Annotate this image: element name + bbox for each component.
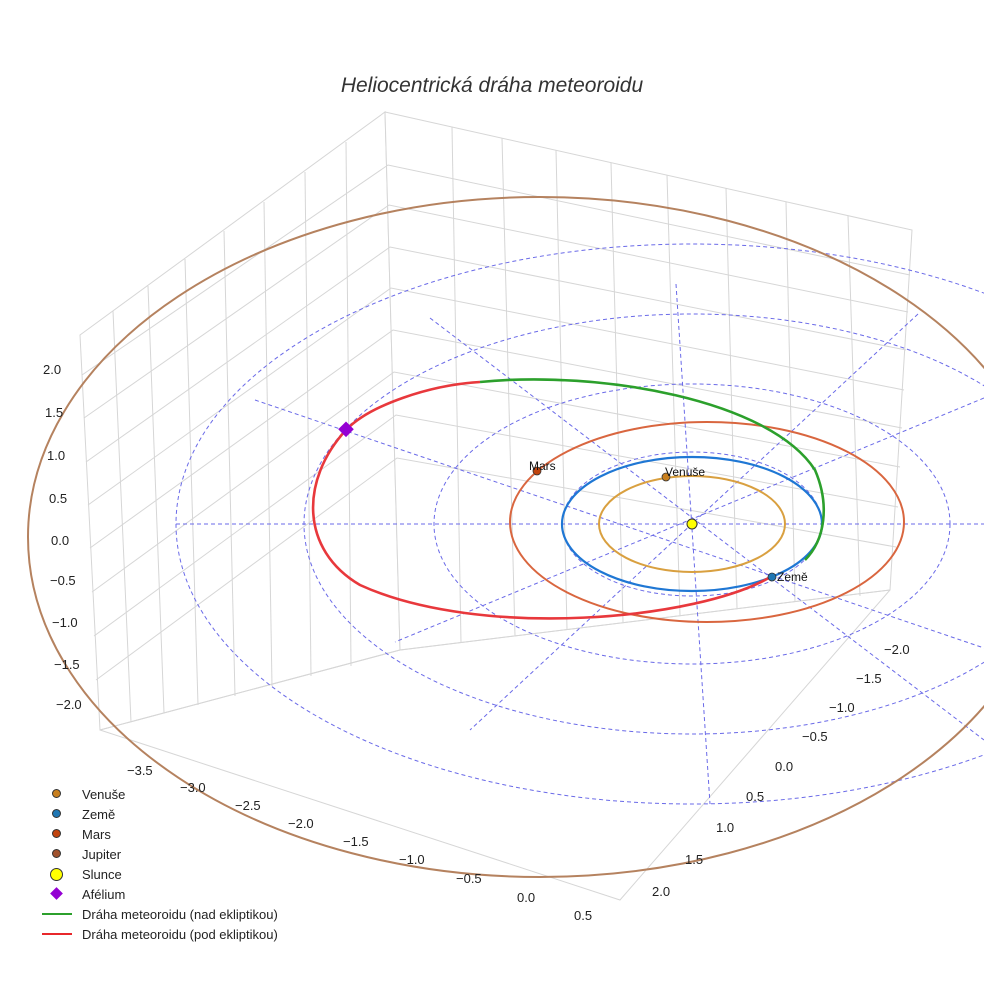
y-tick: 2.0 xyxy=(652,884,671,899)
x-tick: −1.5 xyxy=(343,834,369,849)
legend-item-venus: Venuše xyxy=(42,784,278,804)
sun-marker xyxy=(686,518,698,530)
x-tick: 0.0 xyxy=(517,890,536,905)
legend-label: Mars xyxy=(82,826,111,842)
y-tick: −1.5 xyxy=(856,671,882,686)
y-tick: 0.0 xyxy=(775,759,794,774)
dot-icon xyxy=(52,789,61,798)
x-tick: −2.0 xyxy=(288,816,314,831)
chart-title: Heliocentrická dráha meteoroidu xyxy=(340,74,644,97)
legend-label: Venuše xyxy=(82,786,126,802)
dot-icon xyxy=(52,849,61,858)
z-tick: −1.0 xyxy=(52,615,78,630)
meteoroid-orbit-below xyxy=(311,380,773,620)
x-tick: −1.0 xyxy=(399,852,425,867)
y-tick: −2.0 xyxy=(884,642,910,657)
aphelion-marker xyxy=(338,421,354,438)
mars-label: Mars xyxy=(529,459,556,473)
z-tick: −2.0 xyxy=(56,697,82,712)
legend-label: Afélium xyxy=(82,886,126,902)
legend: Venuše Země Mars Jupiter Slunce Afélium … xyxy=(42,784,278,944)
legend-item-earth: Země xyxy=(42,804,278,824)
z-tick: 2.0 xyxy=(43,362,62,377)
legend-item-aphelion: Afélium xyxy=(42,884,278,904)
legend-item-mars: Mars xyxy=(42,824,278,844)
z-tick: −1.5 xyxy=(54,657,80,672)
venus-orbit xyxy=(598,475,786,573)
y-tick: 0.5 xyxy=(746,789,765,804)
legend-label: Země xyxy=(82,806,116,822)
z-tick: 0.0 xyxy=(51,533,70,548)
z-tick: 1.5 xyxy=(45,405,64,420)
x-tick: −2.5 xyxy=(235,798,261,813)
legend-label: Dráha meteoroidu (nad ekliptikou) xyxy=(82,906,278,922)
x-tick: −3.5 xyxy=(127,763,153,778)
line-icon xyxy=(42,913,72,915)
mars-marker xyxy=(532,466,542,476)
earth-label: Země xyxy=(777,570,808,584)
dot-icon xyxy=(52,809,61,818)
y-tick: −1.0 xyxy=(829,700,855,715)
dot-icon xyxy=(52,829,61,838)
meteoroid-orbit-above xyxy=(479,378,825,561)
legend-label: Slunce xyxy=(82,866,122,882)
x-tick: −0.5 xyxy=(456,871,482,886)
y-tick: −0.5 xyxy=(802,729,828,744)
legend-item-orbit-below: Dráha meteoroidu (pod ekliptikou) xyxy=(42,924,278,944)
x-tick: 0.5 xyxy=(574,908,593,923)
y-tick: 1.0 xyxy=(716,820,735,835)
mars-orbit xyxy=(509,421,905,623)
jupiter-orbit xyxy=(27,196,984,878)
diamond-icon xyxy=(50,887,63,900)
x-tick: −3.0 xyxy=(180,780,206,795)
legend-item-jupiter: Jupiter xyxy=(42,844,278,864)
legend-label: Jupiter xyxy=(82,846,122,862)
z-tick: 0.5 xyxy=(49,491,68,506)
earth-marker xyxy=(767,572,777,582)
venus-marker xyxy=(661,472,671,482)
legend-item-orbit-above: Dráha meteoroidu (nad ekliptikou) xyxy=(42,904,278,924)
sun-icon xyxy=(50,868,63,881)
venus-label: Venuše xyxy=(665,465,706,479)
z-tick: 1.0 xyxy=(47,448,66,463)
legend-item-sun: Slunce xyxy=(42,864,278,884)
y-tick: 1.5 xyxy=(685,852,704,867)
line-icon xyxy=(42,933,72,935)
legend-label: Dráha meteoroidu (pod ekliptikou) xyxy=(82,926,278,942)
z-tick: −0.5 xyxy=(50,573,76,588)
